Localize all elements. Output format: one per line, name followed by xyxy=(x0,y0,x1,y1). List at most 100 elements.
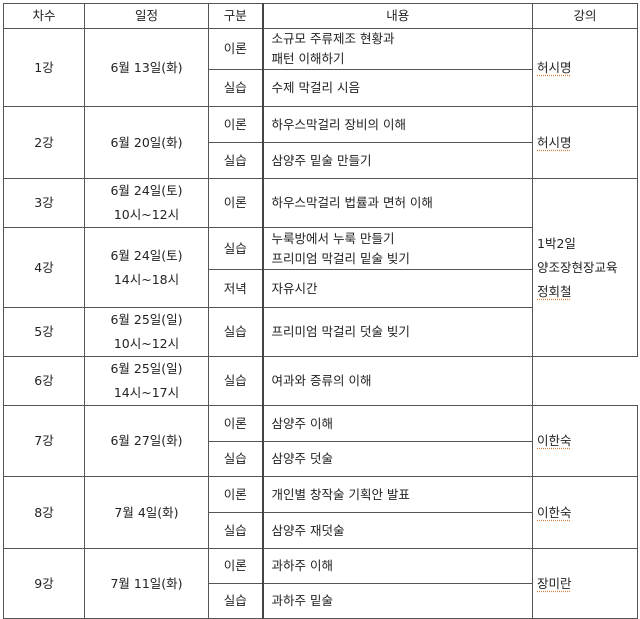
session-type-line: 실습 xyxy=(223,373,247,388)
session-date-line: 6월 25일(일) xyxy=(110,361,183,376)
session-lecturer: 허시명 xyxy=(532,28,638,107)
session-content-line: 과하주 이해 xyxy=(271,558,333,573)
session-type-line: 이론 xyxy=(223,41,247,56)
session-type-line: 실습 xyxy=(223,522,247,538)
session-lecturer: 이한숙 xyxy=(532,476,638,549)
session-type: 이론 xyxy=(208,548,263,584)
session-content: 하우스막걸리 법률과 면허 이해 xyxy=(261,178,533,228)
session-lecturer-line: 정회철 xyxy=(537,283,572,299)
session-number: 1강 xyxy=(3,28,85,107)
session-type: 실습 xyxy=(208,307,263,357)
session-lecturer: 이한숙 xyxy=(532,405,638,477)
session-lecturer-line: 이한숙 xyxy=(537,504,572,520)
session-number-line: 5강 xyxy=(34,324,54,339)
session-number: 5강 xyxy=(3,307,85,357)
session-type-line: 실습 xyxy=(223,80,247,95)
session-content-line: 수제 막걸리 시음 xyxy=(271,80,360,95)
session-date: 6월 13일(화) xyxy=(84,28,209,107)
session-content-line: 프리미엄 막걸리 덧술 빚기 xyxy=(271,324,410,339)
session-content-line: 삼양주 덧술 xyxy=(271,451,333,466)
session-date-line: 7월 4일(화) xyxy=(114,504,179,520)
table-row: 실습 삼양주 재덧술 xyxy=(4,512,638,549)
session-type: 실습 xyxy=(208,441,263,477)
schedule-table: 차수 일정 구분 내용 강의 1강 6월 13일(화) 이론 소규모 주류제조 현황과… xyxy=(3,3,638,619)
session-content-line: 개인별 창작술 기획안 발표 xyxy=(271,486,410,502)
session-type: 실습 xyxy=(208,583,263,619)
session-date: 6월 24일(토) 10시~12시 xyxy=(84,178,209,228)
session-type: 실습 xyxy=(208,512,263,549)
session-type-line: 실습 xyxy=(223,451,247,466)
session-content: 하우스막걸리 장비의 이해 xyxy=(261,106,533,143)
session-content: 여과와 증류의 이해 xyxy=(261,356,533,406)
session-type: 이론 xyxy=(208,28,263,70)
session-number-line: 3강 xyxy=(34,195,54,210)
table-row: 9강 7월 11일(화) 이론 과하주 이해 장미란 xyxy=(3,548,638,619)
session-content: 과하주 이해 xyxy=(261,548,533,584)
table-row: 3강 6월 24일(토) 10시~12시 이론 하우스막걸리 법률과 면허 이해 1박2일… xyxy=(3,178,638,357)
session-date: 7월 11일(화) xyxy=(84,548,209,619)
session-content: 프리미엄 막걸리 덧술 빚기 xyxy=(261,307,533,357)
session-type: 이론 xyxy=(208,405,263,442)
session-type-line: 이론 xyxy=(223,558,247,573)
session-date: 6월 27일(화) xyxy=(84,405,209,477)
session-type-line: 실습 xyxy=(223,152,247,168)
header-session: 차수 xyxy=(3,3,85,29)
session-date: 6월 25일(일) 10시~12시 xyxy=(84,307,209,357)
session-content-line: 소규모 주류제조 현황과 xyxy=(271,31,395,46)
session-content-line: 누룩방에서 누룩 만들기 xyxy=(271,230,395,246)
session-content: 자유시간 xyxy=(261,269,533,308)
header-date: 일정 xyxy=(84,3,209,29)
session-lecturer: 허시명 xyxy=(532,106,638,179)
session-type-line: 실습 xyxy=(223,593,247,608)
session-type-line: 이론 xyxy=(223,486,247,502)
session-content: 삼양주 덧술 xyxy=(261,441,533,477)
session-number-line: 1강 xyxy=(34,59,54,75)
session-type-line: 저녁 xyxy=(223,280,247,296)
session-lecturer-line: 양조장현장교육 xyxy=(537,259,618,275)
table-row: 1강 6월 13일(화) 이론 소규모 주류제조 현황과 패턴 이해하기 허시명 xyxy=(3,28,638,107)
session-date-line: 6월 24일(토) xyxy=(110,247,183,263)
session-content-line: 자유시간 xyxy=(271,280,318,296)
session-number: 2강 xyxy=(3,106,85,179)
session-date-line: 10시~12시 xyxy=(113,336,180,351)
session-type-line: 이론 xyxy=(223,116,247,132)
session-number-line: 6강 xyxy=(34,373,54,388)
header-type: 구분 xyxy=(208,3,263,29)
session-type: 이론 xyxy=(208,476,263,513)
session-type-line: 이론 xyxy=(223,415,247,431)
session-type: 이론 xyxy=(208,178,263,228)
session-number-line: 7강 xyxy=(34,433,54,448)
session-date: 6월 25일(일) 14시~17시 xyxy=(84,356,209,406)
session-type: 실습 xyxy=(208,356,263,406)
session-content: 수제 막걸리 시음 xyxy=(261,69,533,107)
session-type: 이론 xyxy=(208,106,263,143)
session-date-line: 6월 24일(토) xyxy=(110,183,183,198)
session-number-line: 4강 xyxy=(34,259,54,275)
session-type: 저녁 xyxy=(208,269,263,308)
session-number-line: 2강 xyxy=(34,134,54,150)
session-content: 삼양주 재덧술 xyxy=(261,512,533,549)
session-type-line: 실습 xyxy=(223,240,247,256)
session-lecturer: 1박2일 양조장현장교육 정회철 xyxy=(532,178,638,357)
session-content-line: 과하주 밑술 xyxy=(271,593,333,608)
table-row: 실습 삼양주 덧술 xyxy=(4,441,638,477)
session-date-line: 14시~18시 xyxy=(113,271,180,287)
session-number: 4강 xyxy=(3,227,85,308)
session-lecturer-line: 이한숙 xyxy=(537,433,572,448)
header-content: 내용 xyxy=(261,3,533,29)
session-date: 6월 20일(화) xyxy=(84,106,209,179)
session-content: 삼양주 이해 xyxy=(261,405,533,442)
session-number: 3강 xyxy=(3,178,85,228)
session-content-line: 프리미엄 막걸리 밑술 빚기 xyxy=(271,250,410,266)
session-content-line: 하우스막걸리 장비의 이해 xyxy=(271,116,406,132)
session-type: 실습 xyxy=(208,227,263,270)
session-lecturer-line: 허시명 xyxy=(537,59,572,75)
session-date-line: 7월 11일(화) xyxy=(110,575,183,591)
session-content-line: 삼양주 이해 xyxy=(271,415,333,431)
session-type: 실습 xyxy=(208,69,263,107)
session-type: 실습 xyxy=(208,142,263,179)
session-content: 개인별 창작술 기획안 발표 xyxy=(261,476,533,513)
session-number-line: 8강 xyxy=(34,504,54,520)
